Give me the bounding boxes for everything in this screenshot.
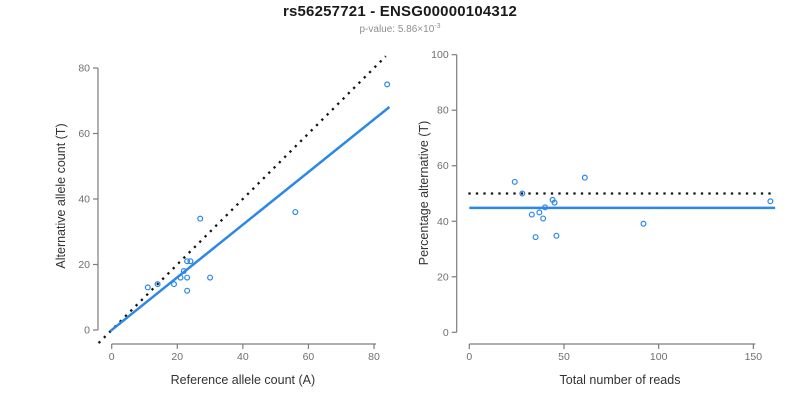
scatter-point xyxy=(640,220,647,227)
y-tick-label: 40 xyxy=(437,216,449,228)
x-tick-label: 50 xyxy=(558,351,570,363)
scatter-point xyxy=(207,274,214,281)
scatter-point xyxy=(171,281,178,288)
p-value-base: p-value: 5.86×10 xyxy=(359,24,435,35)
y-axis-title: Alternative allele count (T) xyxy=(54,123,68,268)
scatter-point xyxy=(551,199,558,206)
scatter-point xyxy=(532,234,539,241)
x-tick-label: 150 xyxy=(745,351,763,363)
y-tick-label: 60 xyxy=(437,160,449,172)
scatter-point xyxy=(540,215,547,222)
scatter-point xyxy=(519,190,526,197)
x-tick-label: 0 xyxy=(109,351,115,363)
x-tick-label: 80 xyxy=(368,351,380,363)
scatter-point xyxy=(184,287,191,294)
scatter-point xyxy=(581,174,588,181)
scatter-point xyxy=(187,258,194,265)
x-tick-label: 60 xyxy=(303,351,315,363)
scatter-point xyxy=(511,178,518,185)
scatter-point xyxy=(767,198,774,205)
identity-line xyxy=(97,55,387,344)
scatter-point xyxy=(384,81,391,88)
plot-title: rs56257721 - ENSG00000104312 xyxy=(282,3,518,20)
x-tick-label: 0 xyxy=(466,351,472,363)
y-tick-label: 60 xyxy=(78,128,90,140)
y-tick-label: 20 xyxy=(437,271,449,283)
x-tick-label: 20 xyxy=(171,351,183,363)
scatter-point xyxy=(197,215,204,222)
scatter-point xyxy=(177,274,184,281)
x-tick-label: 100 xyxy=(650,351,668,363)
scatter-point xyxy=(144,284,151,291)
p-value-subtitle: p-value: 5.86×10-3 xyxy=(0,23,800,35)
left-panel: 0 20 40 60 80 0 20 40 60 80 Reference allele count… xyxy=(54,55,391,387)
x-axis-title: Total number of reads xyxy=(560,373,681,387)
p-value-exponent: -3 xyxy=(434,23,441,30)
scatter-point xyxy=(154,281,161,288)
scatter-point xyxy=(536,209,543,216)
scatter-point xyxy=(184,274,191,281)
y-tick-label: 40 xyxy=(78,194,90,206)
scatter-point xyxy=(528,211,535,218)
x-axis-title: Reference allele count (A) xyxy=(171,373,316,387)
y-tick-label: 20 xyxy=(78,259,90,271)
scatter-point xyxy=(553,232,560,239)
scatter-point xyxy=(292,209,299,216)
x-tick-label: 40 xyxy=(237,351,249,363)
y-tick-label: 0 xyxy=(84,325,90,337)
y-tick-label: 80 xyxy=(78,63,90,75)
y-axis-title: Percentage alternative (T) xyxy=(417,121,431,266)
y-tick-label: 100 xyxy=(431,49,449,61)
y-tick-label: 0 xyxy=(443,327,449,339)
scatter-point xyxy=(180,268,187,275)
right-panel: 0 50 100 150 0 20 40 60 80 100 Total number of rea… xyxy=(417,49,776,387)
y-tick-label: 80 xyxy=(437,105,449,117)
scatter-point xyxy=(184,258,191,265)
scatter-point xyxy=(542,204,549,211)
fit-line xyxy=(109,105,391,333)
